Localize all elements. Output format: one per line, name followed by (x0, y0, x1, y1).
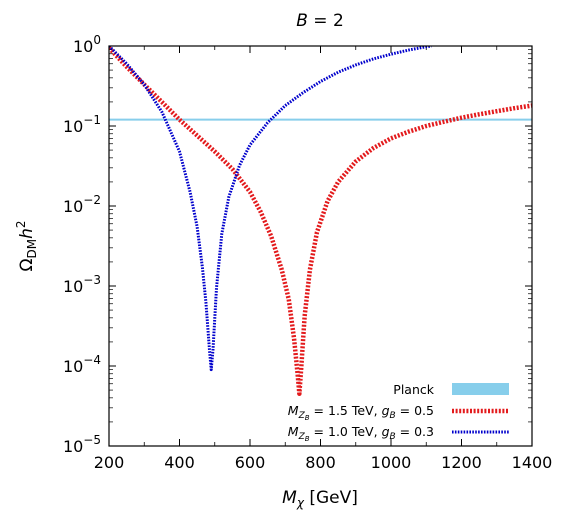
x-tick-label: 600 (235, 453, 266, 472)
y-tick-label: 10−5 (63, 433, 101, 456)
xlabel-symbol: M (282, 488, 297, 508)
x-tick-label: 400 (164, 453, 195, 472)
chart-title: B = 2 (296, 11, 344, 31)
axis-tick-labels: 200 400 600 800 1000 1200 1400 100 10−1 10−2 10−3 1… (63, 33, 552, 472)
title-variable: B (296, 11, 308, 31)
ylabel-h: h (17, 228, 37, 239)
series-layer (109, 46, 532, 396)
ylabel-sup: 2 (14, 220, 28, 228)
x-axis-label: Mχ [GeV] (282, 488, 358, 510)
plot-frame (108, 45, 533, 447)
xlabel-unit: [GeV] (304, 488, 358, 508)
y-tick-label: 10−2 (63, 193, 101, 216)
y-tick-label: 10−1 (63, 113, 101, 136)
legend-swatch-planck (452, 383, 509, 395)
y-tick-label: 10−3 (63, 273, 101, 296)
title-value: = 2 (308, 11, 344, 31)
ylabel-symbol: Ω (17, 259, 37, 272)
y-tick-label: 10−4 (63, 353, 101, 376)
x-tick-label: 1000 (371, 453, 412, 472)
x-tick-label: 200 (94, 453, 125, 472)
y-tick-label: 100 (73, 33, 101, 56)
xlabel-sub: χ (296, 496, 305, 510)
x-tick-label: 1200 (441, 453, 482, 472)
legend-label-series-2: MZB = 1.0 TeV, gB = 0.3 (288, 424, 434, 443)
legend-label-series-1: MZB = 1.5 TeV, gB = 0.5 (288, 403, 434, 422)
y-axis-label: ΩDMh2 (14, 220, 39, 271)
series-line-1 (109, 46, 532, 396)
ylabel-sub: DM (25, 239, 39, 259)
legend: Planck MZB = 1.5 TeV, gB = 0.5 MZB = 1.0… (288, 382, 509, 443)
x-tick-label: 1400 (512, 453, 553, 472)
legend-label-planck: Planck (393, 382, 434, 397)
series-line-2 (109, 46, 432, 372)
x-tick-label: 800 (305, 453, 336, 472)
